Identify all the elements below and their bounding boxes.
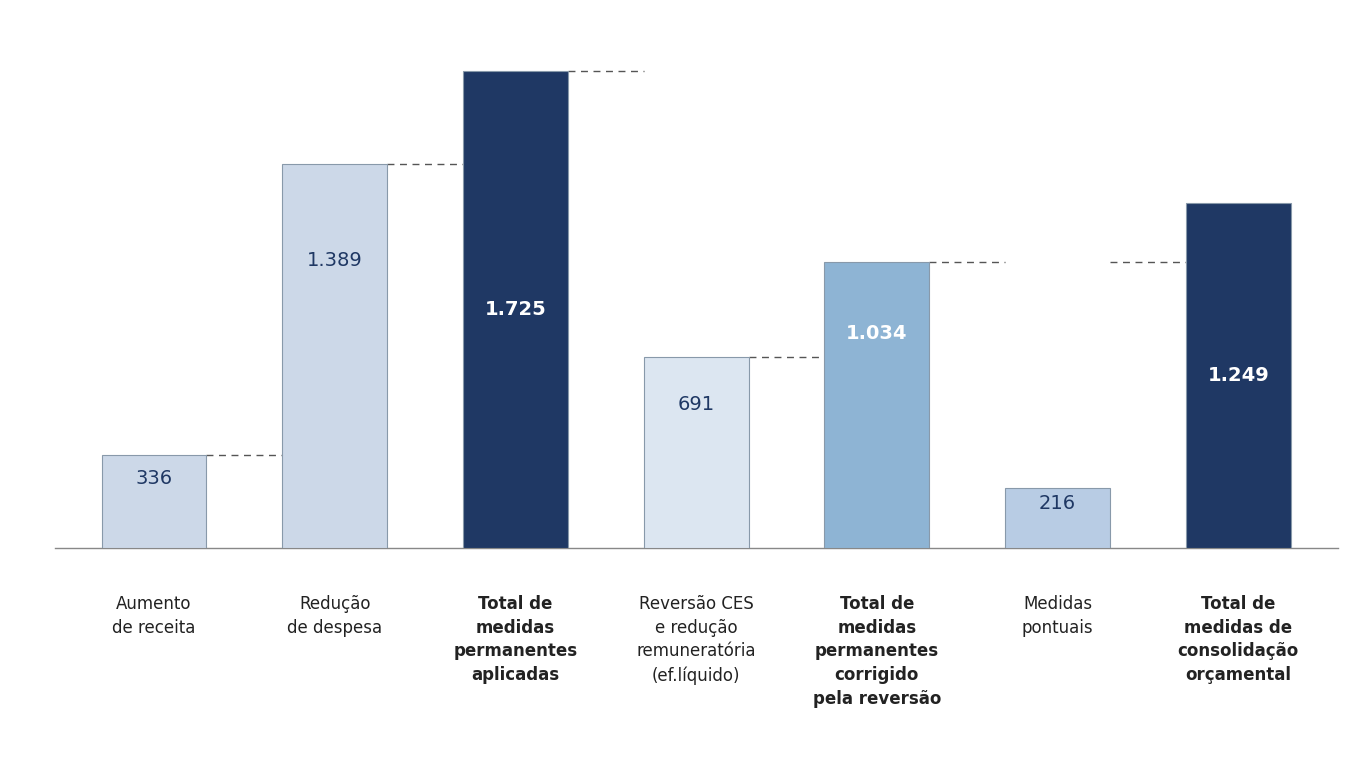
Bar bbox=[101, 455, 206, 548]
Bar bbox=[283, 164, 388, 548]
Bar bbox=[463, 72, 568, 548]
Text: 1.725: 1.725 bbox=[485, 300, 546, 319]
Text: 691: 691 bbox=[677, 395, 715, 414]
Text: 1.389: 1.389 bbox=[307, 250, 363, 269]
Text: 1.034: 1.034 bbox=[846, 324, 908, 343]
Text: 1.249: 1.249 bbox=[1208, 366, 1269, 385]
Text: Aumento
de receita: Aumento de receita bbox=[112, 595, 195, 637]
Bar bbox=[824, 262, 930, 548]
Text: Redução
de despesa: Redução de despesa bbox=[287, 595, 382, 637]
Text: Medidas
pontuais: Medidas pontuais bbox=[1022, 595, 1093, 637]
Text: Total de
medidas de
consolidação
orçamental: Total de medidas de consolidação orçamen… bbox=[1178, 595, 1299, 684]
Text: Total de
medidas
permanentes
aplicadas: Total de medidas permanentes aplicadas bbox=[453, 595, 577, 684]
Text: Reversão CES
e redução
remuneratória
(ef.líquido): Reversão CES e redução remuneratória (ef… bbox=[636, 595, 756, 685]
Bar bbox=[644, 357, 748, 548]
Bar bbox=[1005, 489, 1110, 548]
Text: Total de
medidas
permanentes
corrigido
pela reversão: Total de medidas permanentes corrigido p… bbox=[812, 595, 940, 708]
Text: 216: 216 bbox=[1039, 494, 1076, 513]
Text: 336: 336 bbox=[135, 469, 172, 488]
Bar bbox=[1186, 202, 1291, 548]
